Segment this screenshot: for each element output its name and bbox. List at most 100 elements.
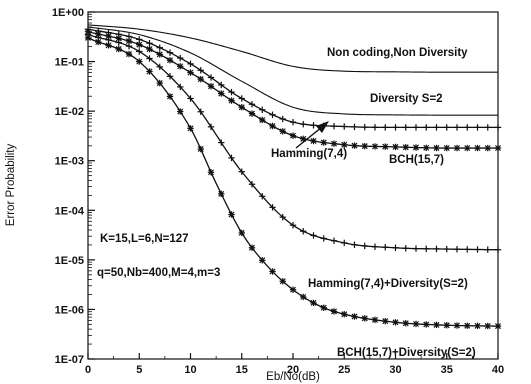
data-point-marker [289, 286, 297, 293]
data-point-marker [443, 245, 450, 253]
data-point-marker [269, 111, 276, 118]
data-point-marker [166, 49, 174, 56]
y-tick-label: 1E-04 [55, 205, 85, 217]
data-point-marker [218, 190, 225, 198]
label-bch-diversity: BCH(15,7)+Diversity(S=2) [337, 347, 476, 359]
y-tick-label: 1E-02 [55, 106, 84, 118]
data-point-marker [136, 58, 143, 65]
data-point-marker [228, 97, 235, 104]
data-point-marker [453, 124, 461, 131]
data-point-marker [423, 321, 430, 328]
data-point-marker [412, 320, 420, 328]
data-point-marker [330, 140, 338, 147]
data-point-marker [156, 79, 163, 87]
label-params-2: q=50,Nb=400,M=4,m=3 [97, 267, 220, 279]
data-point-marker [300, 135, 307, 143]
data-point-marker [474, 246, 481, 253]
data-point-marker [289, 132, 297, 139]
data-point-marker [310, 299, 317, 307]
data-point-marker [453, 246, 461, 253]
data-point-marker [248, 181, 256, 188]
data-point-marker [453, 322, 461, 329]
data-point-marker [351, 123, 358, 131]
plot-frame [87, 11, 499, 360]
data-point-marker [197, 75, 204, 83]
data-point-marker [289, 222, 297, 229]
series-line [87, 26, 498, 116]
data-point-marker [197, 108, 204, 115]
data-point-marker [300, 293, 307, 301]
data-point-marker [259, 106, 266, 113]
x-tick-label: 15 [236, 364, 248, 376]
label-diversity-s2: Diversity S=2 [370, 93, 443, 105]
data-point-marker [464, 144, 471, 152]
data-point-marker [330, 308, 338, 315]
data-point-marker [433, 144, 440, 152]
data-point-marker [279, 278, 286, 285]
data-point-marker [228, 88, 235, 96]
data-point-marker [402, 320, 409, 327]
data-point-marker [146, 40, 153, 47]
data-point-marker [382, 143, 389, 150]
data-point-marker [443, 144, 450, 152]
data-point-marker [95, 38, 102, 46]
data-point-marker [382, 124, 389, 131]
data-point-marker [382, 317, 389, 325]
data-point-marker [423, 144, 430, 152]
y-tick-label: 1E-06 [55, 304, 84, 316]
data-point-marker [341, 239, 348, 247]
data-point-marker [125, 50, 133, 58]
data-point-marker [494, 124, 502, 131]
data-point-marker [361, 242, 368, 250]
data-point-marker [228, 154, 235, 162]
hamming-pointer-arrow [295, 121, 329, 149]
data-point-marker [259, 116, 266, 124]
data-point-marker [330, 122, 338, 130]
data-point-marker [402, 144, 409, 151]
label-non-coding: Non coding,Non Diversity [327, 47, 468, 59]
data-point-marker [310, 122, 317, 129]
data-point-marker [207, 169, 215, 176]
data-point-marker [238, 168, 245, 175]
data-point-marker [115, 45, 122, 53]
data-point-marker [484, 322, 491, 330]
x-axis-ticks: 0 5 10 15 20 25 30 35 40 [85, 353, 504, 376]
y-tick-label: 1E+00 [52, 7, 84, 19]
data-point-marker [484, 124, 491, 131]
data-point-marker [218, 139, 225, 146]
data-point-marker [259, 257, 266, 264]
data-point-marker [248, 110, 256, 117]
data-point-marker [166, 93, 174, 100]
data-point-marker [238, 229, 245, 237]
data-point-marker [156, 51, 163, 58]
data-point-marker [269, 122, 276, 130]
data-point-marker [392, 319, 399, 326]
data-point-marker [187, 60, 194, 68]
y-axis-label: Error Probability [5, 144, 17, 227]
data-point-marker [207, 83, 215, 90]
data-point-marker [187, 69, 194, 76]
data-point-marker [494, 246, 502, 253]
data-point-marker [166, 73, 174, 80]
x-tick-label: 40 [492, 364, 504, 376]
data-point-marker [310, 137, 317, 145]
x-axis-label: Eb/No(dB) [266, 371, 320, 383]
data-point-marker [382, 244, 389, 251]
data-point-marker [474, 144, 481, 152]
data-point-marker [402, 124, 409, 131]
data-point-marker [218, 90, 225, 97]
data-point-marker [412, 245, 420, 252]
label-bch: BCH(15,7) [389, 154, 444, 166]
data-point-marker [279, 213, 286, 221]
data-point-marker [177, 63, 184, 70]
data-point-marker [433, 321, 440, 329]
label-hamming: Hamming(7,4) [271, 148, 347, 160]
series-bch-15-7-diversity-s-2 [84, 34, 502, 330]
data-point-marker [115, 39, 122, 46]
series-layer [84, 24, 502, 330]
data-point-marker [361, 142, 368, 150]
data-point-marker [371, 243, 379, 250]
data-point-marker [136, 48, 143, 55]
data-point-marker [464, 124, 471, 131]
